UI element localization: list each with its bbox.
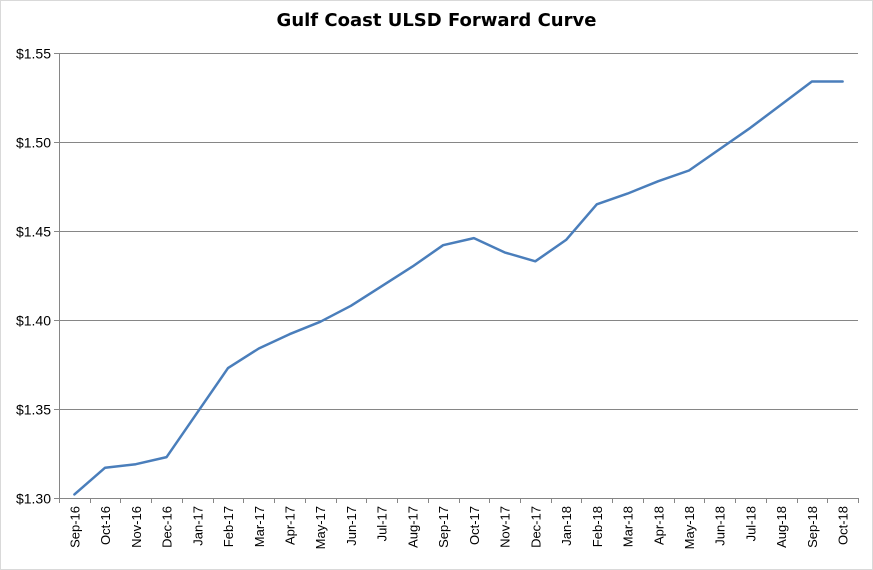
x-tick-label: Jul-18 [743, 506, 758, 541]
x-tick-label: Jan-18 [559, 506, 574, 546]
x-tick-label: Oct-16 [98, 506, 113, 545]
y-tick-label: $1.45 [16, 224, 51, 240]
y-tick-label: $1.40 [16, 313, 51, 329]
x-tick-label: Feb-17 [221, 506, 236, 547]
x-tick-label: Jun-17 [344, 506, 359, 546]
x-tick-label: Mar-17 [252, 506, 267, 547]
x-tick-label: Apr-17 [282, 506, 297, 545]
y-tick-label: $1.30 [16, 491, 51, 507]
x-tick-label: Jul-17 [375, 506, 390, 541]
gridlines [59, 53, 858, 499]
chart-title: Gulf Coast ULSD Forward Curve [276, 10, 597, 31]
series-line [73, 80, 844, 496]
x-tick-label: Sep-16 [67, 506, 82, 548]
x-tick-label: Nov-17 [498, 506, 513, 548]
x-tick-label: Sep-18 [805, 506, 820, 548]
x-tick-label: Jan-17 [190, 506, 205, 546]
x-tick-label: Mar-18 [621, 506, 636, 547]
x-tick-label: May-17 [313, 506, 328, 549]
x-tick-label: Aug-17 [405, 506, 420, 548]
series [73, 80, 844, 496]
x-tick-label: Dec-17 [528, 506, 543, 548]
x-tick-label: Feb-18 [590, 506, 605, 547]
x-tick-label: Dec-16 [160, 506, 175, 548]
x-tick-label: Jun-18 [713, 506, 728, 546]
y-tick-label: $1.55 [16, 46, 51, 62]
y-tick-labels: $1.30 $1.35 $1.40 $1.45 $1.50 $1.55 [16, 46, 51, 507]
x-tick-label: Oct-17 [467, 506, 482, 545]
y-tick-label: $1.35 [16, 402, 51, 418]
x-tick-label: Nov-16 [129, 506, 144, 548]
x-tick-label: Sep-17 [436, 506, 451, 548]
x-tick-label: Apr-18 [651, 506, 666, 545]
x-tick-label: Aug-18 [774, 506, 789, 548]
x-tick-label: May-18 [682, 506, 697, 549]
axes [54, 53, 859, 503]
x-tick-labels: Sep-16 Oct-16 Nov-16 Dec-16 Jan-17 Feb-17 Mar-… [67, 506, 850, 549]
y-tick-label: $1.50 [16, 135, 51, 151]
x-tick-label: Oct-18 [836, 506, 851, 545]
